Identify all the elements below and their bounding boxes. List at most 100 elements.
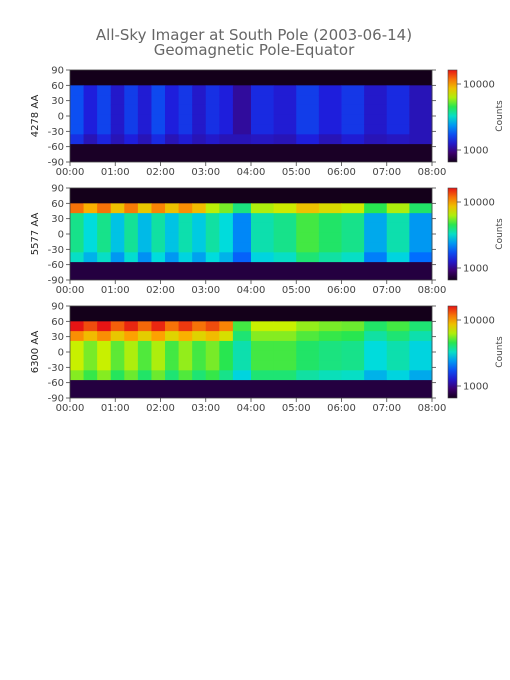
heatmap-cell — [273, 85, 297, 96]
heatmap-cell — [273, 213, 297, 224]
colorbar-tick-label: 1000 — [463, 264, 488, 275]
heatmap-cell — [318, 321, 342, 332]
heatmap-cell — [83, 360, 98, 371]
x-tick-label: 02:00 — [146, 167, 175, 178]
heatmap-cell — [318, 370, 342, 381]
heatmap-cell — [386, 213, 410, 224]
heatmap-cell — [251, 321, 275, 332]
heatmap-cell — [273, 95, 297, 106]
colorbar — [447, 69, 458, 163]
heatmap-cell — [151, 232, 166, 244]
heatmap-cell — [124, 350, 139, 362]
heatmap-cell — [273, 114, 297, 126]
heatmap-cell — [124, 213, 139, 224]
heatmap-cell — [251, 222, 275, 234]
y-tick-label: -60 — [48, 260, 64, 271]
heatmap-cell — [341, 360, 365, 371]
heatmap-cell — [192, 370, 207, 381]
heatmap-cell — [151, 331, 166, 342]
colorbar — [447, 187, 458, 281]
heatmap-cell — [83, 104, 98, 116]
heatmap-cell — [110, 242, 125, 253]
heatmap-cell — [273, 222, 297, 234]
heatmap-cell — [341, 321, 365, 332]
heatmap-cell — [296, 222, 320, 234]
heatmap-cell — [251, 203, 275, 214]
heatmap-cell — [124, 124, 139, 135]
heatmap-cell — [97, 252, 112, 263]
heatmap-cell — [364, 104, 388, 116]
heatmap-cell — [318, 242, 342, 253]
x-tick-label: 08:00 — [418, 403, 447, 414]
heatmap-cell — [364, 340, 388, 352]
x-tick-label: 05:00 — [282, 403, 311, 414]
heatmap-cell — [409, 124, 433, 135]
heatmap-cell — [205, 370, 220, 381]
heatmap-cell — [341, 340, 365, 352]
heatmap-cell — [165, 95, 180, 106]
heatmap-cell — [296, 203, 320, 214]
heatmap-cell — [409, 350, 433, 362]
heatmap-cell — [165, 340, 180, 352]
heatmap-cell — [219, 321, 234, 332]
heatmap-cell — [205, 213, 220, 224]
heatmap-cell — [110, 340, 125, 352]
heatmap-cell — [273, 124, 297, 135]
heatmap-cell — [192, 124, 207, 135]
heatmap-cell — [232, 350, 252, 362]
y-tick-label: 90 — [51, 66, 64, 77]
heatmap-cell — [296, 360, 320, 371]
heatmap-cell — [124, 203, 139, 214]
heatmap-cell — [318, 104, 342, 116]
heatmap-cell — [251, 252, 275, 263]
heatmap-cell — [273, 104, 297, 116]
heatmap-cell — [205, 232, 220, 244]
heatmap-cell — [70, 203, 85, 214]
heatmap-cell — [124, 331, 139, 342]
heatmap-cell — [137, 340, 152, 352]
heatmap-cell — [97, 104, 112, 116]
heatmap-cell — [137, 242, 152, 253]
heatmap-cell — [97, 331, 112, 342]
heatmap-cell — [178, 350, 193, 362]
heatmap-cell — [70, 360, 85, 371]
heatmap-cell — [110, 360, 125, 371]
heatmap-cell — [341, 252, 365, 263]
x-tick-label: 01:00 — [101, 285, 130, 296]
heatmap-cell — [318, 203, 342, 214]
chart-subtitle: Geomagnetic Pole-Equator — [154, 41, 355, 59]
heatmap-cell — [341, 85, 365, 96]
x-tick-label: 05:00 — [282, 167, 311, 178]
heatmap-cell — [97, 321, 112, 332]
heatmap-cell — [124, 232, 139, 244]
heatmap-cell — [251, 114, 275, 126]
heatmap-cell — [386, 321, 410, 332]
heatmap-cell — [97, 360, 112, 371]
heatmap-cell — [296, 370, 320, 381]
heatmap-cell — [97, 213, 112, 224]
heatmap-cell — [409, 222, 433, 234]
heatmap-cell — [232, 232, 252, 244]
heatmap-cell — [165, 242, 180, 253]
heatmap-cell — [110, 203, 125, 214]
heatmap-cell — [178, 232, 193, 244]
heatmap-cell — [364, 321, 388, 332]
heatmap-cell — [178, 252, 193, 263]
heatmap-cell — [192, 95, 207, 106]
heatmap-cell — [409, 104, 433, 116]
heatmap-cell — [165, 114, 180, 126]
y-tick-label: -30 — [48, 363, 64, 374]
heatmap-cell — [205, 340, 220, 352]
heatmap-cell — [205, 242, 220, 253]
heatmap-cell — [318, 252, 342, 263]
heatmap-cell — [97, 114, 112, 126]
heatmap-cell — [83, 222, 98, 234]
heatmap-cell — [97, 124, 112, 135]
x-tick-label: 07:00 — [372, 167, 401, 178]
y-tick-label: 60 — [51, 317, 64, 328]
heatmap-cell — [192, 85, 207, 96]
y-tick-label: -30 — [48, 245, 64, 256]
heatmap-cell — [165, 203, 180, 214]
